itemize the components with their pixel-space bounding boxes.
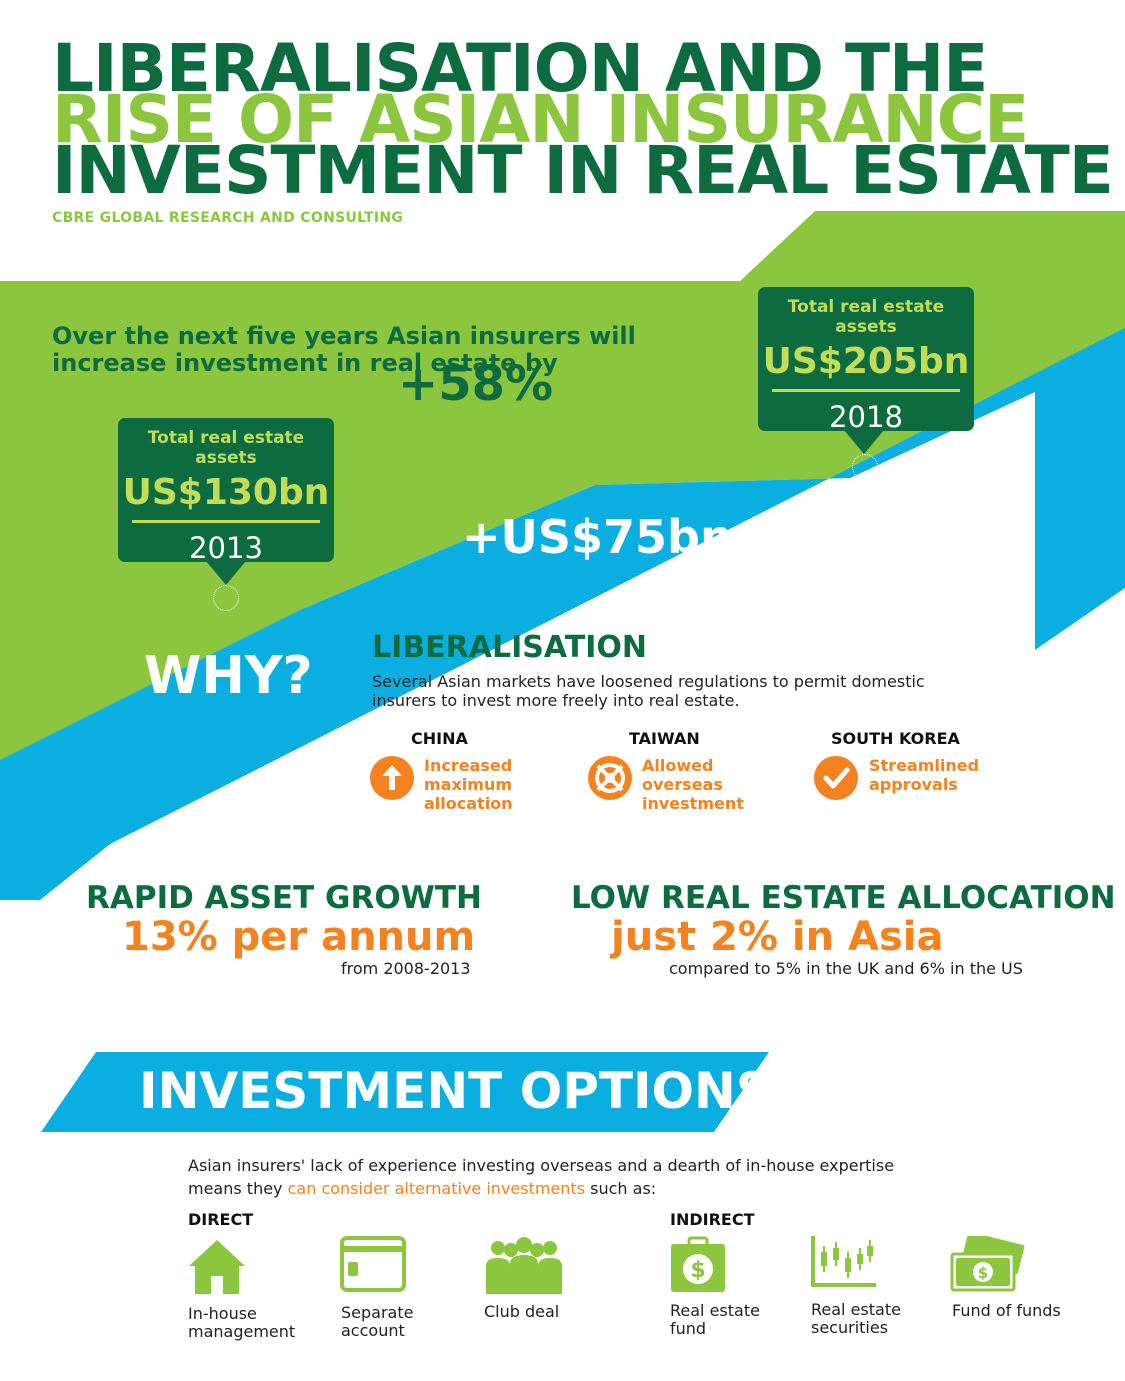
market-country-china: CHINA bbox=[411, 729, 468, 748]
options-intro-start: Asian insurers' lack of experience inves… bbox=[188, 1156, 895, 1198]
allocation-value: just 2% in Asia bbox=[611, 914, 944, 960]
option-label-line: account bbox=[341, 1321, 405, 1340]
callout-label: Total real estate assets bbox=[147, 428, 305, 468]
blue-arrow-lower bbox=[0, 610, 352, 900]
marker-2018 bbox=[852, 454, 878, 480]
callout-2013: Total real estate assets US$130bn 2013 bbox=[118, 418, 334, 565]
callout-label: Total real estate assets bbox=[787, 297, 945, 337]
svg-text:$: $ bbox=[690, 1258, 705, 1283]
options-intro-end: such as: bbox=[590, 1179, 657, 1198]
growth-value: 13% per annum bbox=[122, 914, 476, 960]
callout-rule bbox=[772, 389, 960, 392]
investment-options-heading: INVESTMENT OPTIONS bbox=[139, 1062, 772, 1120]
callout-year: 2018 bbox=[829, 400, 903, 434]
callout-2018-pointer bbox=[844, 430, 884, 454]
growth-heading: RAPID ASSET GROWTH bbox=[86, 880, 482, 916]
callout-2013-pointer bbox=[206, 561, 246, 585]
option-label-line: Real estate bbox=[811, 1300, 901, 1319]
house-icon bbox=[189, 1240, 245, 1294]
svg-text:$: $ bbox=[978, 1264, 988, 1282]
option-real-estate-fund: Real estate fund bbox=[670, 1302, 760, 1338]
investment-options-band bbox=[41, 1052, 769, 1132]
callout-year: 2013 bbox=[189, 531, 263, 565]
direct-heading: DIRECT bbox=[188, 1210, 254, 1229]
indirect-heading: INDIRECT bbox=[670, 1210, 755, 1229]
option-label-line: Fund of funds bbox=[952, 1301, 1061, 1320]
increase-amount: +US$75bn bbox=[462, 510, 733, 564]
option-label-line: Separate bbox=[341, 1303, 414, 1322]
lifebuoy-icon bbox=[588, 756, 632, 800]
option-label-line: management bbox=[188, 1322, 296, 1341]
arrow-up-icon bbox=[370, 756, 414, 800]
options-intro: Asian insurers' lack of experience inves… bbox=[188, 1154, 908, 1200]
market-country-taiwan: TAIWAN bbox=[629, 729, 700, 748]
allocation-heading: LOW REAL ESTATE ALLOCATION bbox=[571, 880, 1116, 916]
candlestick-chart-icon bbox=[811, 1236, 876, 1287]
growth-percentage: +58% bbox=[398, 356, 554, 412]
option-label-line: In-house bbox=[188, 1304, 257, 1323]
checkmark-icon bbox=[814, 756, 858, 800]
people-icon bbox=[486, 1237, 562, 1294]
callout-2018: Total real estate assets US$205bn 2018 bbox=[758, 287, 974, 434]
reform-south-korea: Streamlined approvals bbox=[869, 756, 980, 794]
why-label: WHY? bbox=[144, 646, 313, 706]
option-fund-of-funds: Fund of funds bbox=[952, 1302, 1061, 1320]
allocation-note: compared to 5% in the UK and 6% in the U… bbox=[669, 959, 1023, 978]
option-real-estate-securities: Real estate securities bbox=[811, 1301, 901, 1337]
title-line-1: LIBERALISATION AND THE bbox=[52, 30, 988, 107]
callout-value: US$130bn bbox=[122, 472, 330, 513]
forecast-headline: Over the next five years Asian insurers … bbox=[52, 322, 636, 377]
option-label-line: Club deal bbox=[484, 1302, 560, 1321]
market-country-south-korea: SOUTH KOREA bbox=[831, 729, 960, 748]
title-line-3: INVESTMENT IN REAL ESTATE bbox=[52, 132, 1114, 209]
banknotes-icon: $ bbox=[950, 1236, 1025, 1292]
reform-taiwan: Allowed overseas investment bbox=[642, 756, 744, 813]
option-club-deal: Club deal bbox=[484, 1303, 559, 1321]
blue-arrow bbox=[0, 328, 1125, 900]
money-bag-icon: $ bbox=[671, 1236, 725, 1292]
title-line-2: RISE OF ASIAN INSURANCE bbox=[52, 81, 1029, 158]
option-separate-account: Separate account bbox=[341, 1304, 413, 1340]
callout-rule bbox=[132, 520, 320, 523]
option-label-line: fund bbox=[670, 1319, 707, 1338]
option-label-line: securities bbox=[811, 1318, 889, 1337]
marker-2013 bbox=[213, 585, 239, 611]
liberalisation-text: Several Asian markets have loosened regu… bbox=[372, 672, 925, 710]
reform-china: Increased maximum allocation bbox=[424, 756, 513, 813]
callout-value: US$205bn bbox=[762, 341, 970, 382]
liberalisation-heading: LIBERALISATION bbox=[372, 630, 647, 665]
growth-note: from 2008-2013 bbox=[341, 959, 471, 978]
option-label-line: Real estate bbox=[670, 1301, 760, 1320]
source-label: CBRE GLOBAL RESEARCH AND CONSULTING bbox=[52, 210, 404, 226]
option-in-house-management: In-house management bbox=[188, 1305, 295, 1341]
options-intro-highlight: can consider alternative investments bbox=[287, 1179, 586, 1198]
card-icon bbox=[340, 1236, 406, 1292]
